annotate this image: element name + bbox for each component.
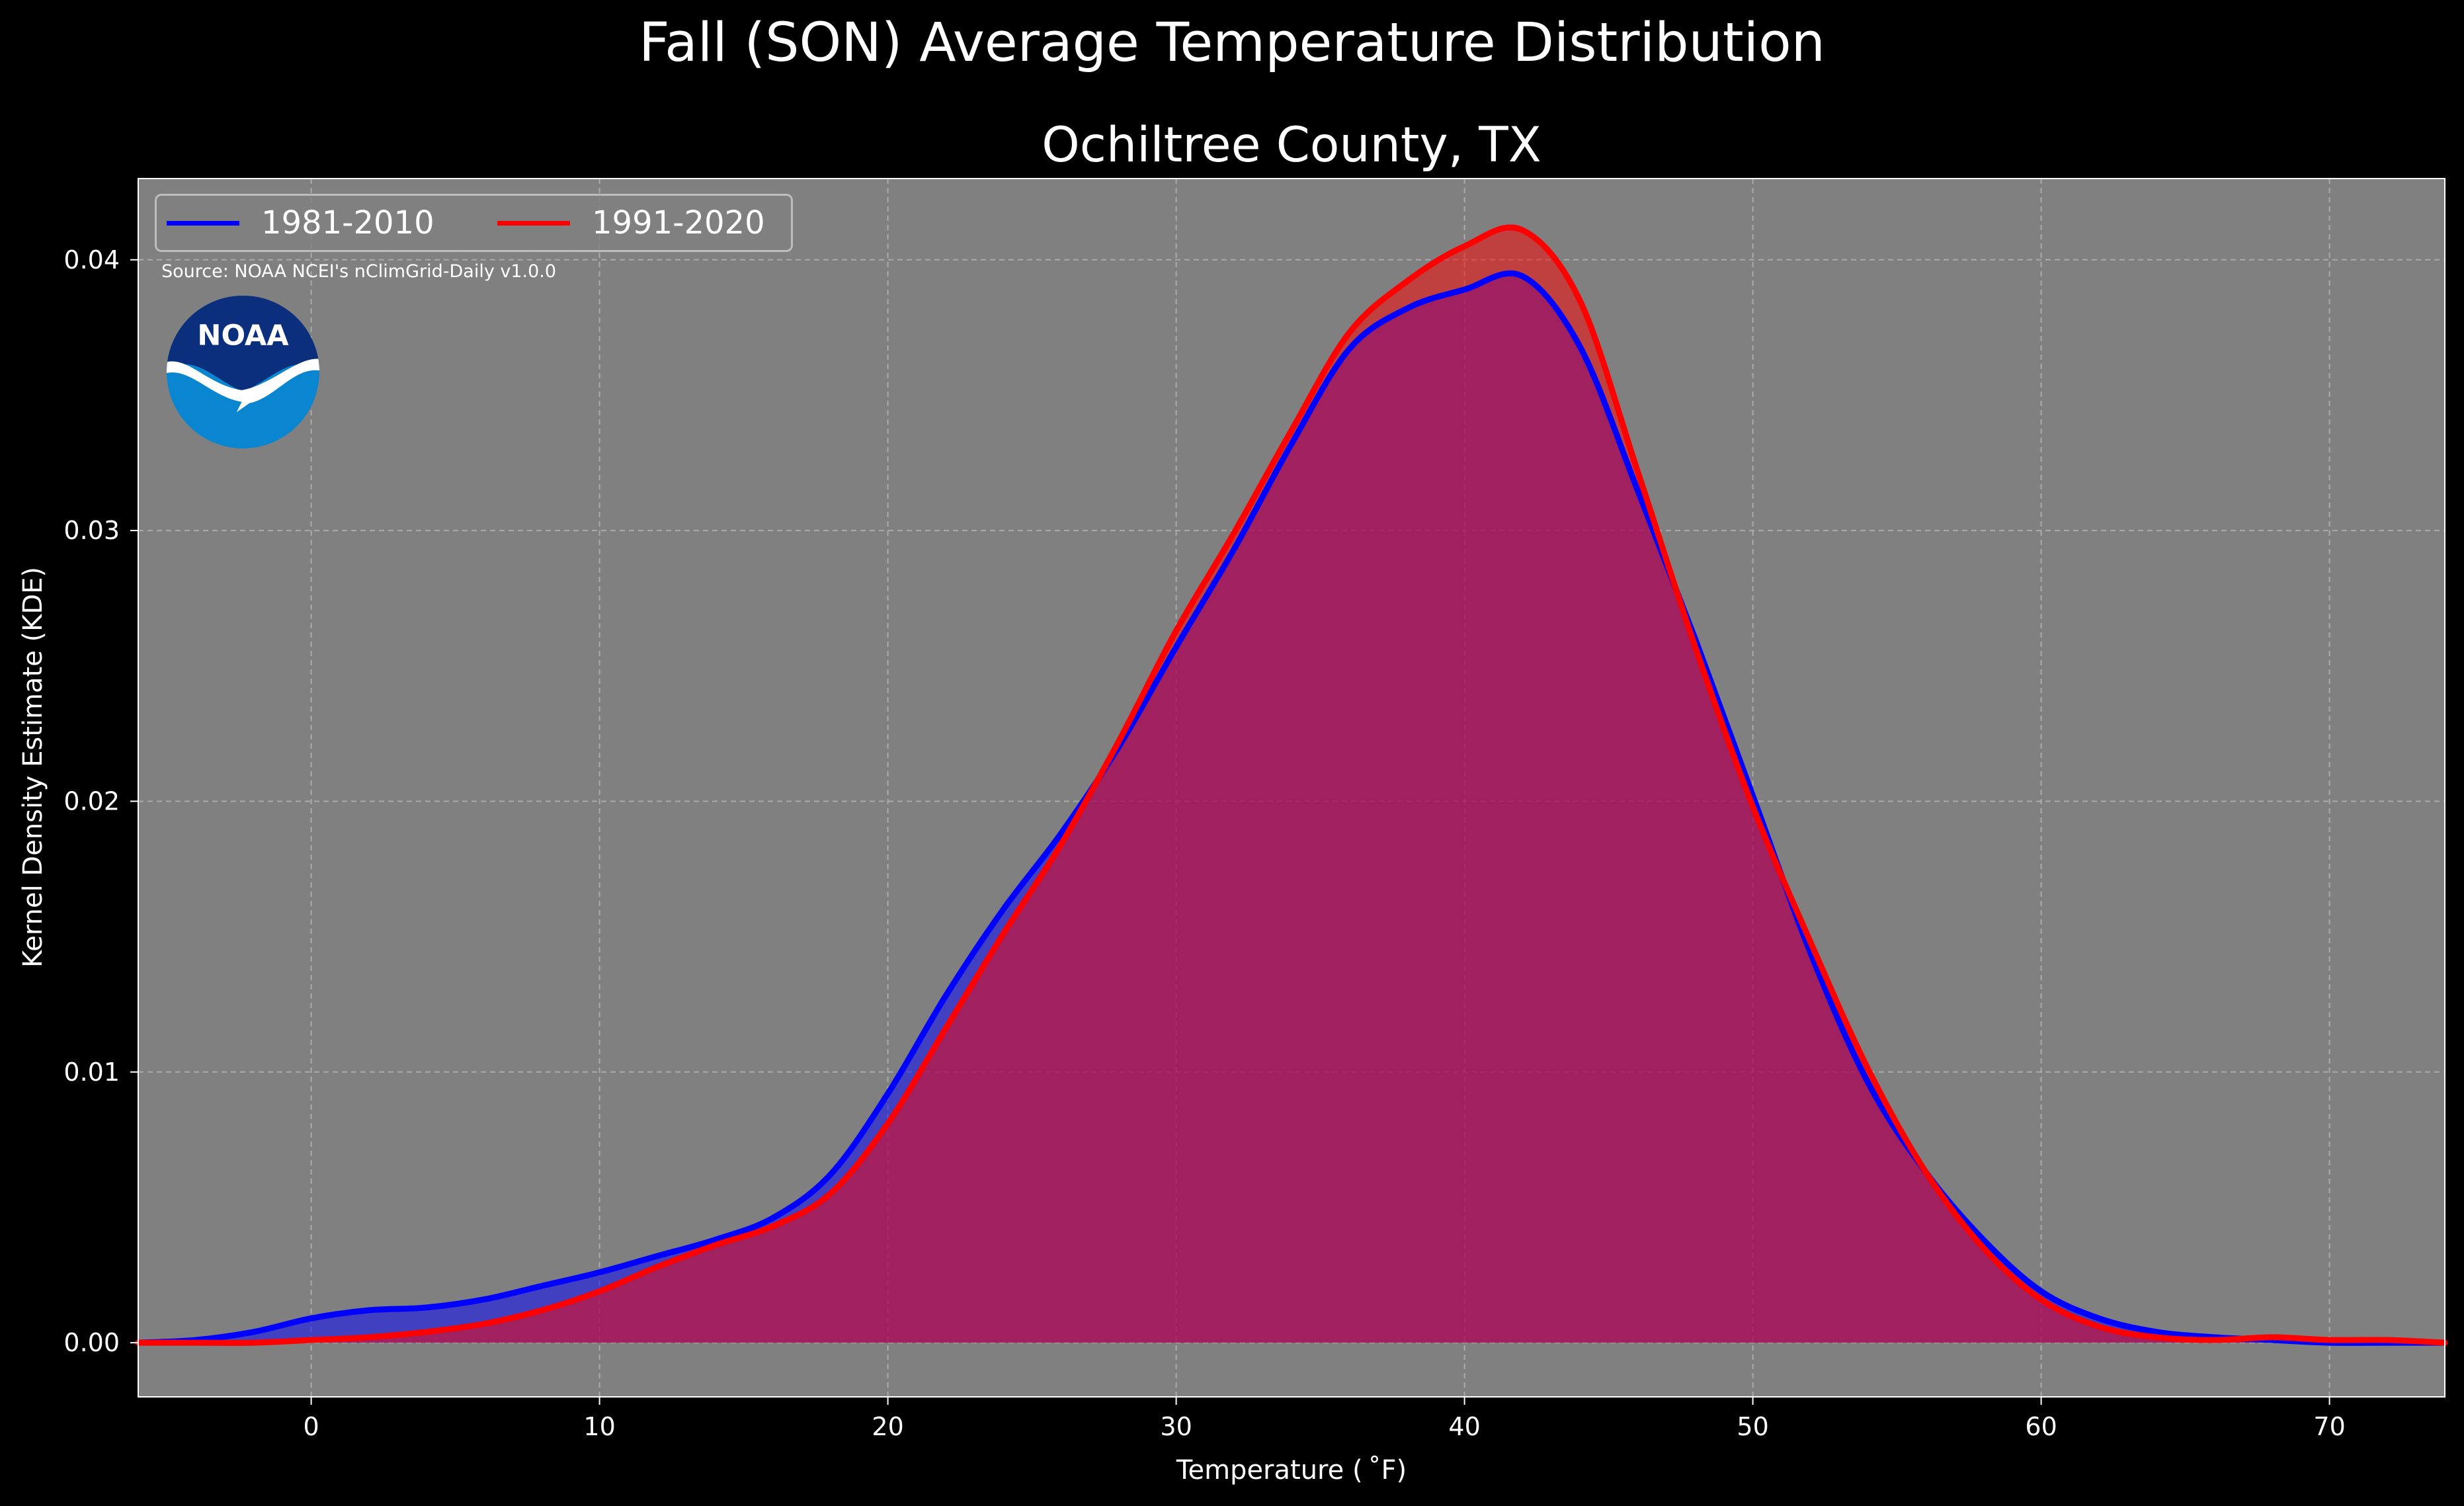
- noaa-logo-text: NOAA: [197, 319, 289, 352]
- source-note: Source: NOAA NCEI's nClimGrid-Daily v1.0…: [161, 261, 557, 282]
- x-tick-label: 10: [583, 1412, 615, 1441]
- legend-swatch-red: [497, 220, 570, 226]
- x-tick-label: 0: [304, 1412, 319, 1441]
- x-tick-label: 70: [2313, 1412, 2345, 1441]
- density-fill-1991-2020: [138, 227, 2445, 1343]
- x-axis-label: Temperature ( ˚F): [1176, 1455, 1407, 1485]
- legend: 1981-2010 1991-2020: [155, 194, 793, 252]
- y-tick-label: 0.02: [63, 786, 120, 816]
- legend-label-1981-2010: 1981-2010: [261, 204, 434, 241]
- density-line-1991-2020: [135, 224, 2448, 1346]
- y-tick-label: 0.00: [63, 1328, 120, 1357]
- x-axis: 0 10 20 30 40 50 60 70: [304, 1397, 2346, 1441]
- y-axis-label: Kernel Density Estimate (KDE): [18, 566, 48, 968]
- legend-item-1991-2020: 1991-2020: [497, 196, 765, 250]
- chart-suptitle: Fall (SON) Average Temperature Distribut…: [638, 12, 1826, 74]
- density-fills: [138, 227, 2445, 1343]
- legend-label-1991-2020: 1991-2020: [592, 204, 765, 241]
- y-tick-label: 0.03: [63, 516, 120, 545]
- legend-swatch-blue: [167, 220, 239, 226]
- plot-frame: [138, 178, 2445, 1398]
- density-lines: [135, 224, 2448, 1346]
- y-tick-label: 0.01: [63, 1058, 120, 1087]
- x-tick-label: 50: [1737, 1412, 1768, 1441]
- grid-lines: [138, 179, 2445, 1397]
- y-tick-label: 0.04: [63, 245, 120, 274]
- x-tick-label: 60: [2025, 1412, 2057, 1441]
- x-tick-label: 40: [1448, 1412, 1480, 1441]
- noaa-logo: NOAA: [166, 295, 320, 449]
- x-tick-label: 30: [1160, 1412, 1192, 1441]
- legend-item-1981-2010: 1981-2010: [167, 196, 434, 250]
- y-axis: 0.00 0.01 0.02 0.03 0.04: [63, 245, 138, 1357]
- chart-subtitle: Ochiltree County, TX: [1042, 117, 1541, 173]
- density-line-1981-2010: [135, 270, 2448, 1346]
- x-tick-label: 20: [872, 1412, 903, 1441]
